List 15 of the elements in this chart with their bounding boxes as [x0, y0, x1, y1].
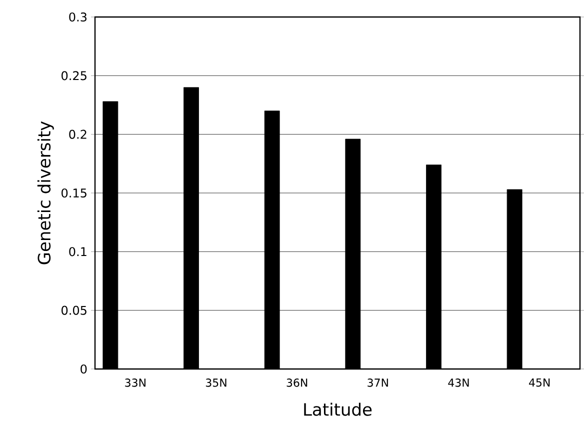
x-tick-label: 45N [528, 378, 550, 387]
x-tick-label: 35N [206, 378, 226, 387]
x-tick-label: 33N [125, 378, 146, 387]
x-axis-title: Latitude [304, 402, 372, 416]
x-tick-label: 36N [286, 378, 308, 387]
y-tick-label: 0.3 [69, 12, 86, 22]
y-tick-label: 0 [80, 364, 87, 374]
x-tick-label: 43N [448, 378, 469, 387]
y-tick-label: 0.25 [62, 71, 86, 80]
y-tick-label: 0.2 [69, 130, 86, 139]
y-axis-title: Genetic diversity [37, 121, 54, 264]
y-tick-label: 0.05 [62, 306, 86, 315]
x-tick-label: 37N [368, 378, 388, 387]
y-tick-label: 0.1 [69, 247, 86, 256]
y-tick-label: 0.15 [62, 188, 86, 198]
